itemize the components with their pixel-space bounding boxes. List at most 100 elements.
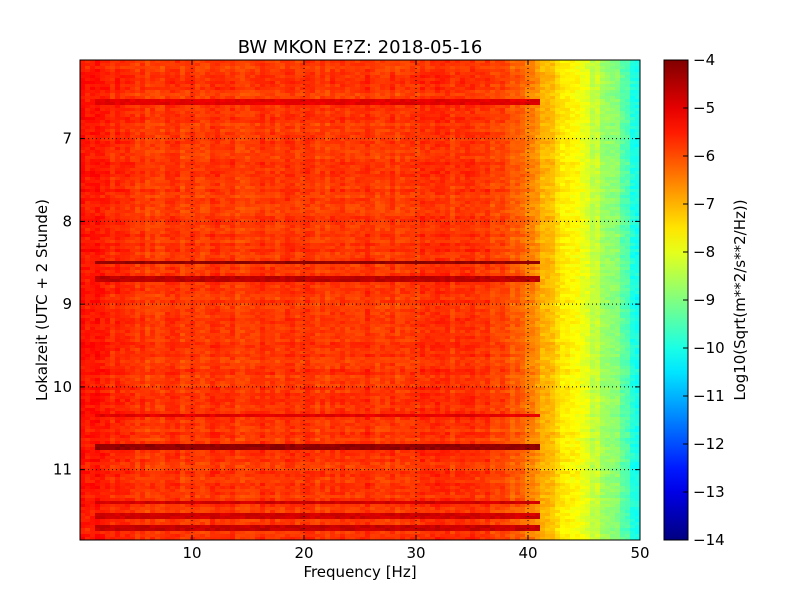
heatmap-cell: [220, 69, 226, 73]
heatmap-cell: [155, 102, 161, 106]
heatmap-cell: [120, 93, 126, 97]
heatmap-cell: [505, 108, 511, 112]
heatmap-cell: [325, 93, 331, 97]
heatmap-cell: [575, 69, 581, 73]
heatmap-cell: [535, 66, 541, 70]
heatmap-cell: [350, 66, 356, 70]
heatmap-cell: [470, 87, 476, 91]
heatmap-cell: [175, 102, 181, 106]
heatmap-cell: [455, 102, 461, 106]
heatmap-cell: [315, 90, 321, 94]
heatmap-cell: [635, 75, 640, 79]
heatmap-cell: [150, 63, 156, 67]
heatmap-cell: [405, 81, 411, 85]
heatmap-cell: [475, 72, 481, 76]
heatmap-cell: [515, 72, 521, 76]
heatmap-cell: [440, 102, 446, 106]
heatmap-cell: [410, 69, 416, 73]
heatmap-cell: [325, 96, 331, 100]
heatmap-cell: [100, 78, 106, 82]
heatmap-cell: [315, 63, 321, 67]
heatmap-cell: [560, 111, 566, 115]
heatmap-cell: [265, 96, 271, 100]
heatmap-cell: [490, 123, 496, 127]
heatmap-cell: [195, 96, 201, 100]
heatmap-cell: [375, 99, 381, 103]
heatmap-cell: [475, 123, 481, 127]
heatmap-cell: [270, 99, 276, 103]
heatmap-cell: [90, 63, 96, 67]
heatmap-cell: [215, 84, 221, 88]
heatmap-cell: [230, 81, 236, 85]
heatmap-cell: [110, 72, 116, 76]
heatmap-cell: [555, 87, 561, 91]
heatmap-cell: [205, 123, 211, 127]
heatmap-cell: [300, 81, 306, 85]
heatmap-cell: [590, 78, 596, 82]
heatmap-cell: [155, 90, 161, 94]
heatmap-cell: [580, 93, 586, 97]
heatmap-cell: [400, 84, 406, 88]
heatmap-cell: [80, 123, 86, 127]
heatmap-cell: [365, 78, 371, 82]
heatmap-cell: [150, 111, 156, 115]
heatmap-cell: [105, 96, 111, 100]
heatmap-cell: [485, 60, 491, 64]
heatmap-cell: [260, 63, 266, 67]
heatmap-cell: [620, 120, 626, 124]
heatmap-cell: [190, 72, 196, 76]
heatmap-cell: [605, 90, 611, 94]
heatmap-cell: [405, 72, 411, 76]
heatmap-cell: [100, 90, 106, 94]
heatmap-cell: [455, 114, 461, 118]
heatmap-cell: [350, 84, 356, 88]
heatmap-cell: [90, 84, 96, 88]
heatmap-cell: [170, 108, 176, 112]
heatmap-cell: [275, 123, 281, 127]
heatmap-cell: [510, 108, 516, 112]
heatmap-cell: [260, 102, 266, 106]
heatmap-cell: [310, 102, 316, 106]
heatmap-cell: [355, 111, 361, 115]
heatmap-cell: [250, 63, 256, 67]
heatmap-cell: [345, 87, 351, 91]
heatmap-cell: [360, 96, 366, 100]
heatmap-cell: [635, 105, 640, 109]
heatmap-cell: [465, 63, 471, 67]
heatmap-cell: [315, 81, 321, 85]
heatmap-cell: [295, 99, 301, 103]
heatmap-cell: [335, 90, 341, 94]
heatmap-cell: [350, 120, 356, 124]
heatmap-cell: [430, 90, 436, 94]
heatmap-cell: [615, 123, 621, 127]
heatmap-cell: [125, 120, 131, 124]
heatmap-cell: [425, 60, 431, 64]
heatmap-cell: [400, 66, 406, 70]
heatmap-cell: [185, 84, 191, 88]
heatmap-cell: [450, 114, 456, 118]
heatmap-cell: [325, 123, 331, 127]
heatmap-cell: [510, 90, 516, 94]
heatmap-cell: [110, 117, 116, 121]
heatmap-cell: [450, 120, 456, 124]
heatmap-cell: [270, 60, 276, 64]
heatmap-cell: [415, 120, 421, 124]
heatmap-cell: [325, 87, 331, 91]
heatmap-cell: [400, 72, 406, 76]
heatmap-cell: [320, 108, 326, 112]
heatmap-cell: [580, 69, 586, 73]
heatmap-cell: [350, 102, 356, 106]
heatmap-cell: [350, 75, 356, 79]
heatmap-cell: [460, 60, 466, 64]
heatmap-cell: [530, 114, 536, 118]
heatmap-cell: [145, 111, 151, 115]
heatmap-cell: [570, 84, 576, 88]
heatmap-cell: [590, 60, 596, 64]
heatmap-cell: [445, 78, 451, 82]
heatmap-cell: [365, 81, 371, 85]
heatmap-cell: [235, 81, 241, 85]
heatmap-cell: [380, 78, 386, 82]
heatmap-cell: [510, 66, 516, 70]
heatmap-cell: [605, 75, 611, 79]
heatmap-cell: [395, 60, 401, 64]
